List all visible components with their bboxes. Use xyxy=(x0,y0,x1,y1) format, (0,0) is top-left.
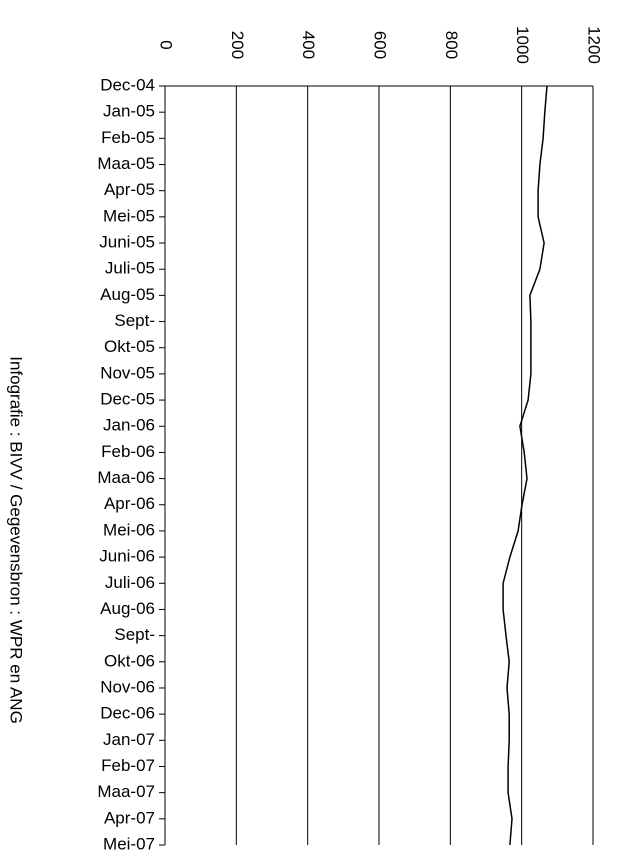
value-tick-label: 800 xyxy=(442,31,461,59)
category-label: Juli-05 xyxy=(105,259,155,278)
category-label: Jan-05 xyxy=(103,102,155,121)
category-label: Maa-05 xyxy=(97,154,155,173)
value-tick-label: 1000 xyxy=(513,26,532,64)
category-label: Juni-06 xyxy=(99,547,155,566)
category-label: Mei-07 xyxy=(103,834,155,853)
value-tick-label: 400 xyxy=(299,31,318,59)
value-tick-label: 0 xyxy=(157,40,176,49)
category-label: Mei-06 xyxy=(103,520,155,539)
category-label: Okt-05 xyxy=(104,337,155,356)
category-label: Aug-06 xyxy=(100,599,155,618)
category-label: Jan-06 xyxy=(103,416,155,435)
credit: Infografie : BIVV / Gegevensbron : WPR e… xyxy=(7,356,26,724)
category-label: Apr-06 xyxy=(104,494,155,513)
category-label: Sept- xyxy=(114,625,155,644)
category-label: Nov-06 xyxy=(100,677,155,696)
category-label: Dec-05 xyxy=(100,390,155,409)
value-tick-label: 200 xyxy=(228,31,247,59)
category-label: Sept- xyxy=(114,311,155,330)
category-label: Feb-07 xyxy=(101,756,155,775)
category-label: Dec-04 xyxy=(100,75,155,94)
category-label: Apr-07 xyxy=(104,808,155,827)
category-label: Aug-05 xyxy=(100,285,155,304)
category-label: Nov-05 xyxy=(100,363,155,382)
value-tick-label: 600 xyxy=(371,31,390,59)
value-tick-label: 1200 xyxy=(585,26,604,64)
category-label: Feb-05 xyxy=(101,128,155,147)
category-label: Apr-05 xyxy=(104,180,155,199)
data-line xyxy=(502,85,548,846)
category-label: Feb-06 xyxy=(101,442,155,461)
category-label: Mei-05 xyxy=(103,206,155,225)
category-label: Maa-07 xyxy=(97,782,155,801)
category-label: Maa-06 xyxy=(97,468,155,487)
category-label: Juli-06 xyxy=(105,573,155,592)
category-label: Dec-06 xyxy=(100,704,155,723)
category-label: Juni-05 xyxy=(99,233,155,252)
category-label: Okt-06 xyxy=(104,651,155,670)
category-label: Jan-07 xyxy=(103,730,155,749)
